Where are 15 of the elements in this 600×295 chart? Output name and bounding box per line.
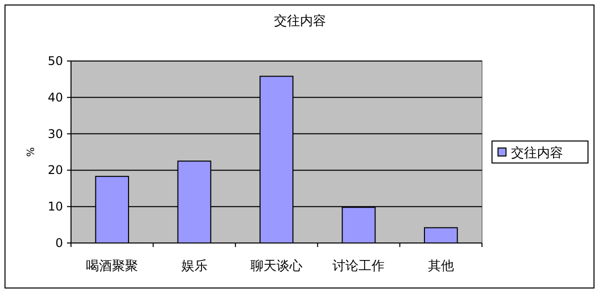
y-tick-label: 10	[48, 200, 63, 214]
y-tick-label: 20	[48, 163, 63, 178]
x-tick-label: 聊天谈心	[250, 258, 302, 274]
bar	[424, 227, 458, 244]
x-tick-label: 其他	[428, 259, 454, 274]
y-tick-label: 50	[48, 54, 63, 68]
y-tick-label: 30	[48, 126, 63, 141]
x-tick-label: 喝酒聚聚	[86, 259, 138, 274]
y-axis-title: %	[26, 147, 37, 157]
x-tick-label: 娱乐	[181, 259, 208, 274]
y-tick-label: 0	[55, 236, 63, 250]
y-tick-label: 40	[48, 90, 63, 104]
x-tick-label: 讨论工作	[332, 259, 385, 274]
chart-title: 交往内容	[274, 13, 326, 29]
legend-label: 交往内容	[511, 145, 563, 161]
